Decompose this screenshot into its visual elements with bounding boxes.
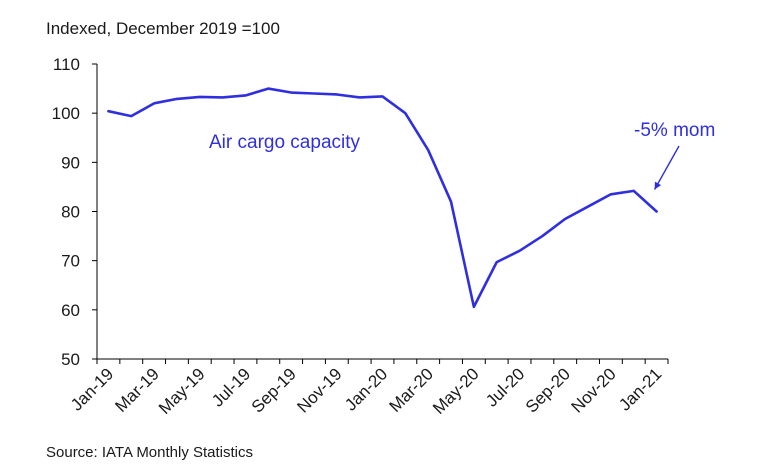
- y-tick-label: 110: [53, 55, 80, 74]
- annotation-text: -5% mom: [634, 120, 715, 141]
- y-tick-label: 80: [61, 203, 80, 222]
- x-tick-label: May-19: [155, 364, 209, 418]
- chart-source: Source: IATA Monthly Statistics: [46, 444, 253, 461]
- y-tick-label: 50: [61, 350, 80, 369]
- annotation-arrow: [653, 145, 680, 190]
- x-tick-label: Sep-19: [248, 364, 300, 416]
- chart-subtitle: Indexed, December 2019 =100: [46, 19, 280, 38]
- annotation-arrow-shaft: [653, 145, 680, 190]
- series-layer: [107, 87, 658, 309]
- x-tick-label: Jan-19: [67, 364, 117, 414]
- x-tick-label: Jan-21: [615, 364, 665, 414]
- x-tick-label: Mar-20: [385, 364, 437, 416]
- x-tick-label: Jan-20: [341, 364, 391, 414]
- y-tick-label: 60: [61, 301, 80, 320]
- x-tick-label: May-20: [429, 364, 483, 418]
- y-tick-label: 70: [61, 252, 80, 271]
- x-tick-label: Mar-19: [111, 364, 163, 416]
- x-tick-label: Nov-20: [568, 364, 620, 416]
- series-line-0: [107, 87, 658, 309]
- y-tick-label: 90: [61, 153, 80, 172]
- x-tick-label: Nov-19: [293, 364, 345, 416]
- y-tick-label: 100: [52, 104, 80, 123]
- series-label: Air cargo capacity: [209, 132, 361, 153]
- annotation-arrow-head: [654, 181, 662, 190]
- x-tick-label: Sep-20: [522, 364, 574, 416]
